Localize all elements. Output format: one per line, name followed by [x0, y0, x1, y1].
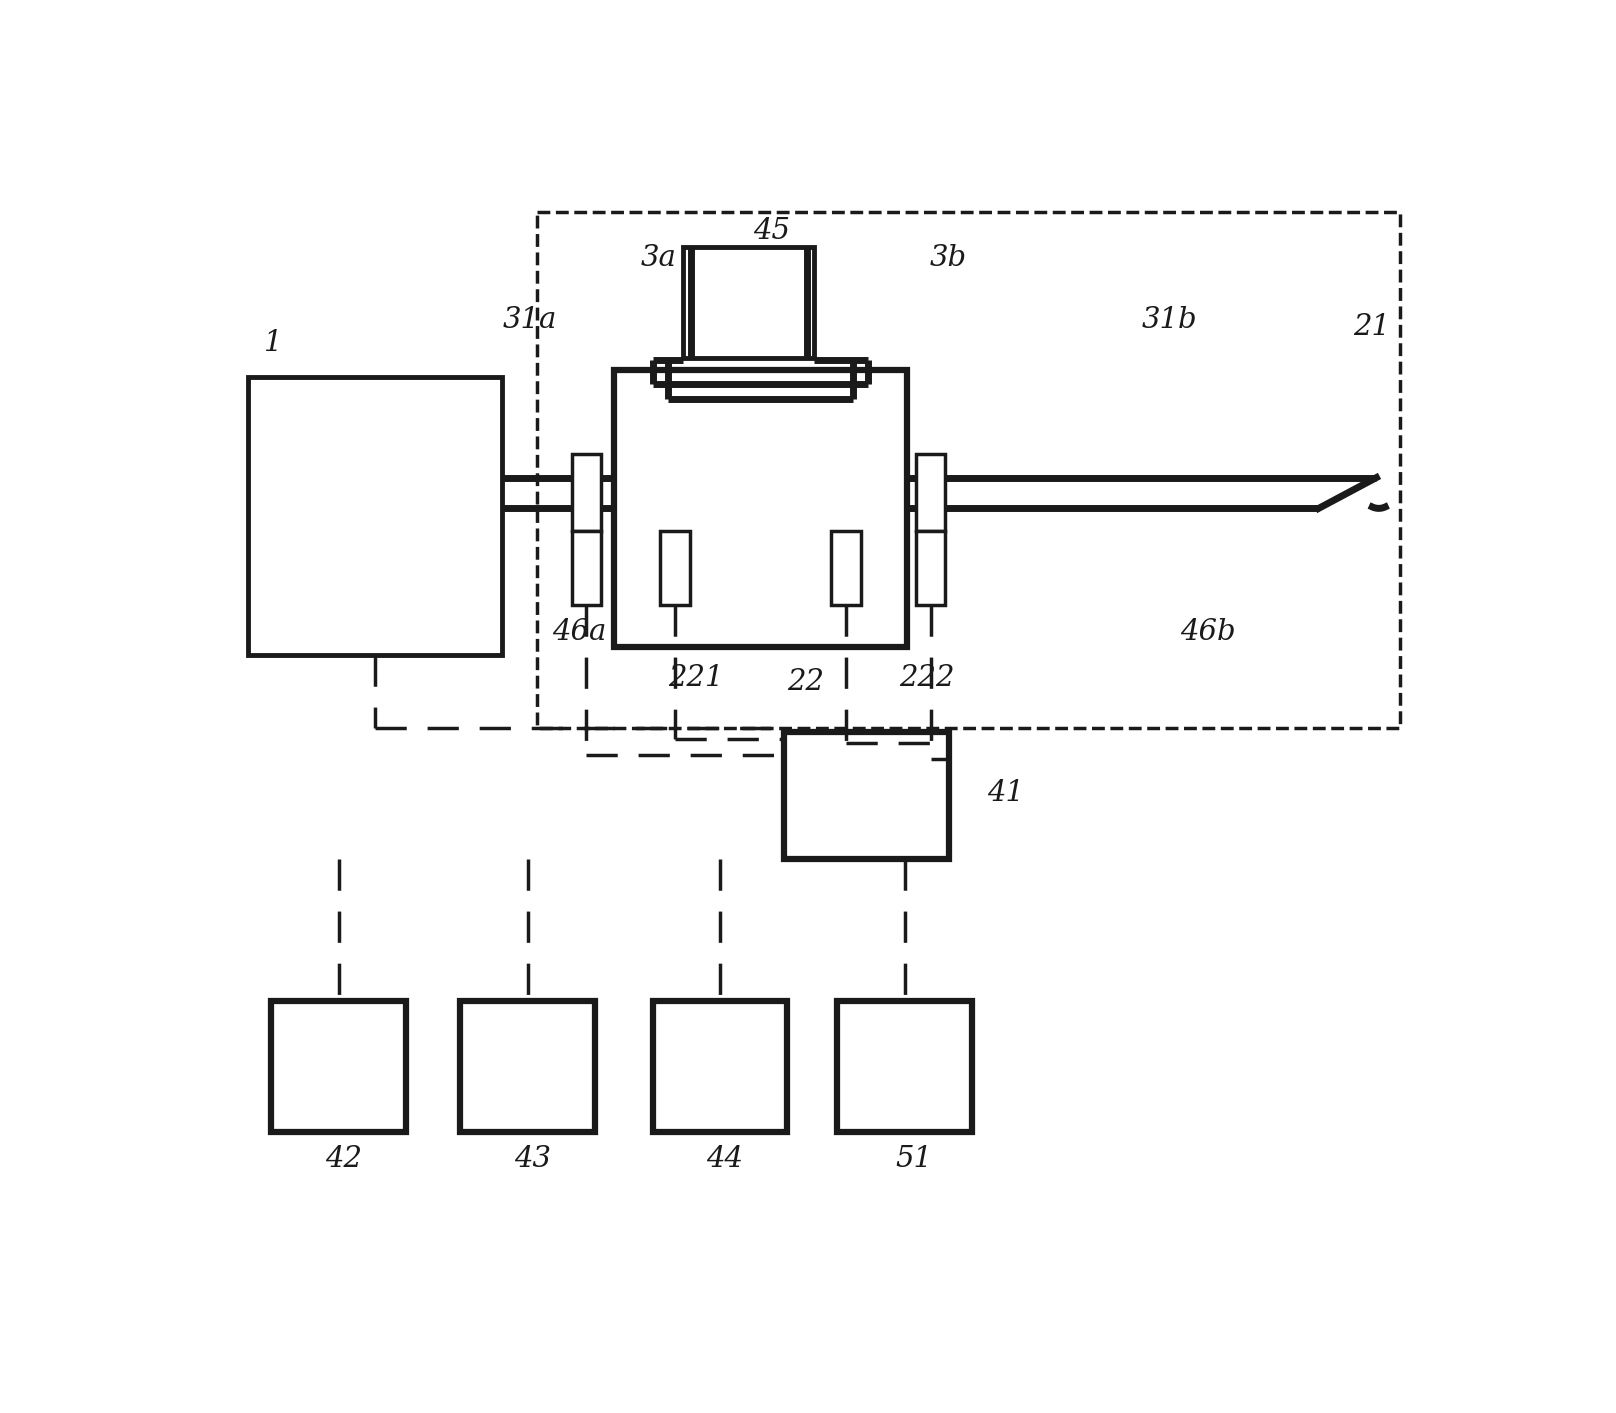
Text: 31a: 31a: [503, 305, 558, 333]
Text: 46a: 46a: [553, 617, 608, 646]
Bar: [916, 531, 945, 605]
Text: 46b: 46b: [1180, 617, 1236, 646]
Bar: [537, 212, 1399, 728]
Bar: [249, 377, 503, 654]
Bar: [572, 531, 601, 605]
Text: 221: 221: [667, 664, 724, 692]
Bar: [916, 455, 945, 531]
Text: 222: 222: [898, 664, 955, 692]
Bar: [831, 531, 861, 605]
Text: 21: 21: [1353, 314, 1390, 342]
Bar: [661, 531, 690, 605]
Bar: [837, 1002, 973, 1132]
Bar: [684, 246, 814, 359]
Text: 41: 41: [987, 779, 1025, 807]
Text: 22: 22: [787, 667, 824, 695]
Text: 44: 44: [706, 1145, 743, 1173]
Text: 31b: 31b: [1141, 305, 1197, 333]
Bar: [271, 1002, 406, 1132]
Text: 51: 51: [895, 1145, 932, 1173]
Bar: [653, 1002, 787, 1132]
Text: 43: 43: [514, 1145, 551, 1173]
Bar: [614, 370, 907, 647]
Bar: [572, 455, 601, 531]
Text: 3b: 3b: [929, 244, 966, 273]
Text: 45: 45: [753, 218, 790, 246]
Bar: [461, 1002, 595, 1132]
Text: 3a: 3a: [642, 244, 677, 273]
Text: 42: 42: [325, 1145, 362, 1173]
Text: 1: 1: [263, 329, 283, 357]
Bar: [784, 732, 949, 859]
